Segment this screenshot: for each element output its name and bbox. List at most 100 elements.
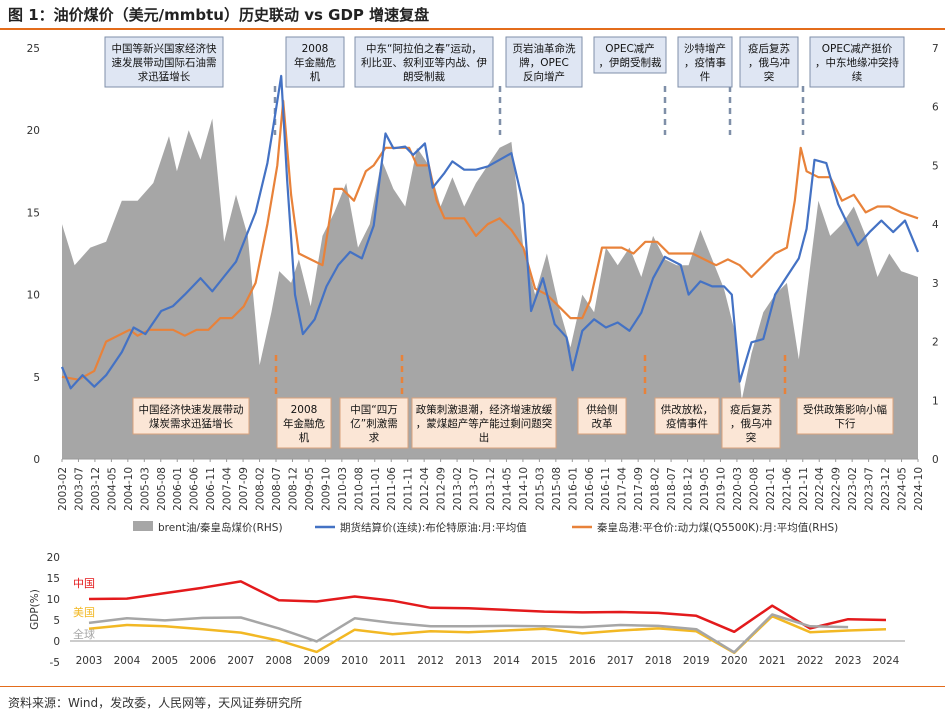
oil-event-annotation-box <box>593 36 667 74</box>
x-tick-label: 2015-03 <box>534 467 546 511</box>
gdp-line-0 <box>88 580 887 634</box>
left-tick-label: 0 <box>33 454 40 466</box>
gdp-y-axis-label: GDP(%) <box>29 589 41 630</box>
gdp-x-tick-label: 2019 <box>683 655 710 667</box>
oil-event-annotation-text: 沙特增产 <box>684 42 726 55</box>
gdp-x-tick-label: 2011 <box>379 655 406 667</box>
right-tick-label: 0 <box>932 454 939 466</box>
right-tick-label: 4 <box>932 219 939 231</box>
oil-event-annotation-text: 中东“阿拉伯之春”运动， <box>366 42 482 55</box>
x-tick-label: 2024-05 <box>897 467 909 511</box>
x-tick-label: 2009-10 <box>320 467 332 511</box>
oil-event-annotation: 沙特增产，疫情事件 <box>677 36 733 88</box>
x-tick-label: 2006-01 <box>172 467 184 511</box>
coal-event-annotation-text: 供改放松， <box>661 403 714 416</box>
source-note: 资料来源：Wind，发改委，人民网等，天风证券研究所 <box>8 696 303 710</box>
gdp-x-tick-label: 2016 <box>569 655 596 667</box>
oil-event-annotation-text: 反向增产 <box>523 70 565 83</box>
title-rule <box>0 28 945 30</box>
x-tick-label: 2017-09 <box>633 467 645 511</box>
oil-event-annotation-text: 朗受制裁 <box>403 70 445 83</box>
x-tick-label: 2016-06 <box>584 467 596 511</box>
gdp-x-tick-label: 2008 <box>265 655 292 667</box>
oil-event-annotation: OPEC减产，伊朗受制裁 <box>593 36 667 74</box>
legend-label-coal: 秦皇岛港:平仓价:动力煤(Q5500K):月:平均值(RHS) <box>597 521 838 534</box>
gdp-x-tick-label: 2022 <box>797 655 824 667</box>
coal-event-annotation-text: 煤炭需求迅猛增长 <box>149 417 233 430</box>
oil-event-annotation-text: 突 <box>764 70 775 83</box>
x-tick-label: 2021-01 <box>765 467 777 511</box>
x-tick-label: 2003-12 <box>90 467 102 511</box>
x-tick-label: 2018-12 <box>683 467 695 511</box>
gdp-x-tick-label: 2013 <box>455 655 482 667</box>
right-tick-label: 7 <box>932 43 939 55</box>
gdp-series-label: 美国 <box>73 606 95 619</box>
x-tick-label: 2018-02 <box>650 467 662 511</box>
right-tick-label: 1 <box>932 395 939 407</box>
coal-event-annotation-box <box>796 397 894 435</box>
gdp-x-tick-label: 2014 <box>493 655 520 667</box>
coal-event-annotation-text: 疫后复苏 <box>730 403 772 416</box>
x-tick-label: 2023-02 <box>847 467 859 511</box>
coal-line-layer <box>61 99 919 381</box>
x-tick-label: 2004-10 <box>123 467 135 511</box>
gdp-y-tick-label: 15 <box>47 573 60 585</box>
oil-event-annotation-box <box>505 36 583 88</box>
coal-event-annotation-box <box>132 397 250 435</box>
x-tick-label: 2005-08 <box>156 467 168 511</box>
x-tick-label: 2022-04 <box>814 467 826 511</box>
price-chart: 0 5 10 15 20 25 0 1 2 3 4 5 6 7 2003-02 2003-07 2003-12 2… <box>27 36 939 534</box>
x-tick-label: 2015-08 <box>551 467 563 511</box>
coal-event-annotation-text: 求 <box>369 432 380 444</box>
gdp-y-tick-label: 5 <box>53 615 60 627</box>
gdp-x-tick-label: 2020 <box>721 655 748 667</box>
ratio-area <box>62 118 918 459</box>
oil-event-annotation-text: 页岩油革命洗 <box>513 42 576 55</box>
coal-price-line <box>61 99 919 381</box>
coal-event-annotation-text: 改革 <box>592 417 613 430</box>
oil-event-annotation-text: 件 <box>700 71 711 83</box>
left-tick-label: 25 <box>27 43 40 55</box>
coal-event-annotation-box <box>339 397 409 449</box>
oil-event-annotation-text: ，俄乌冲 <box>748 56 790 69</box>
oil-event-annotation-text: OPEC减产挺价 <box>822 42 893 55</box>
x-tick-label: 2013-12 <box>485 467 497 511</box>
x-tick-label: 2007-04 <box>222 467 234 511</box>
oil-event-annotation-text: 速发展带动国际石油需 <box>112 56 217 69</box>
oil-annotations: 中国等新兴国家经济快速发展带动国际石油需求迅猛增长2008年金融危机中东“阿拉伯… <box>104 36 905 88</box>
oil-event-annotation: 中东“阿拉伯之春”运动，利比亚、叙利亚等内战、伊朗受制裁 <box>354 36 494 88</box>
footer-rule <box>0 686 945 687</box>
x-tick-label: 2021-11 <box>798 467 810 511</box>
coal-event-annotation-text: 疫情事件 <box>666 417 708 430</box>
oil-event-annotation-text: ，疫情事 <box>684 56 726 69</box>
coal-event-annotation-text: 亿”刺激需 <box>350 417 397 430</box>
gdp-y-tick-label: -5 <box>50 657 60 669</box>
right-tick-label: 3 <box>932 278 939 290</box>
x-tick-label: 2018-07 <box>666 467 678 511</box>
coal-event-annotation-text: 下行 <box>835 417 856 430</box>
x-tick-label: 2008-07 <box>271 467 283 511</box>
gdp-x-tick-label: 2007 <box>227 655 254 667</box>
coal-event-annotation-text: 年金融危 <box>283 417 325 430</box>
gdp-x-tick-label: 2023 <box>835 655 862 667</box>
coal-event-annotation-text: 出 <box>479 431 490 444</box>
oil-event-annotation-box <box>739 36 799 88</box>
x-tick-label: 2023-07 <box>864 467 876 511</box>
coal-annotations: 中国经济快速发展带动煤炭需求迅猛增长2008年金融危机中国“四万亿”刺激需求政策… <box>132 397 894 449</box>
oil-line-layer <box>60 74 920 390</box>
gdp-x-tick-label: 2024 <box>873 655 900 667</box>
gdp-x-tick-label: 2012 <box>417 655 444 667</box>
x-tick-label: 2020-03 <box>732 467 744 511</box>
x-tick-label: 2005-03 <box>139 467 151 511</box>
gdp-x-tick-label: 2010 <box>341 655 368 667</box>
gdp-x-tick-label: 2004 <box>114 655 141 667</box>
x-tick-label: 2013-02 <box>452 467 464 511</box>
gdp-series-label: 中国 <box>73 577 95 590</box>
